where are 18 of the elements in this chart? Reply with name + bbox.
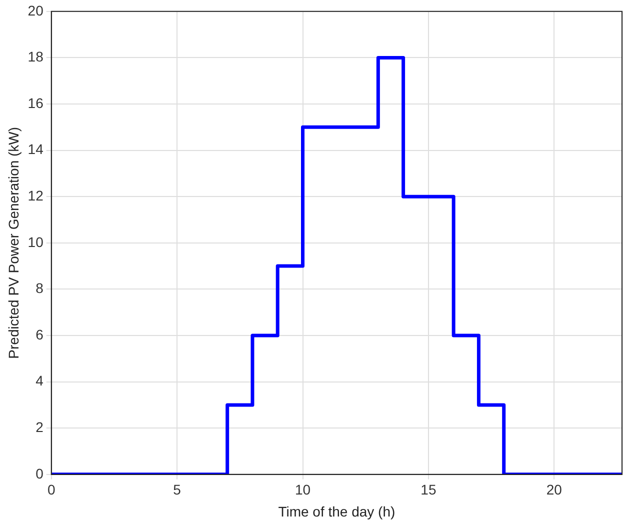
y-axis-title: Predicted PV Power Generation (kW)	[5, 126, 22, 359]
x-tick-label: 0	[47, 482, 56, 498]
y-tick-label: 4	[36, 372, 44, 389]
y-tick-label: 2	[36, 418, 44, 435]
y-tick-label: 0	[36, 465, 44, 482]
y-tick-label: 6	[36, 326, 44, 342]
x-tick-label: 10	[294, 482, 311, 498]
x-axis-title: Time of the day (h)	[278, 503, 396, 520]
y-tick-label: 14	[28, 141, 44, 158]
y-tick-label: 20	[28, 2, 44, 18]
y-tick-label: 18	[28, 48, 44, 65]
y-tick-label: 10	[28, 234, 44, 250]
y-tick-label: 16	[28, 94, 44, 111]
y-tick-label: 8	[36, 280, 44, 296]
x-tick-label: 5	[173, 482, 182, 498]
y-tick-label: 12	[28, 187, 44, 204]
x-tick-label: 20	[546, 482, 562, 498]
x-tick-label: 15	[420, 482, 436, 498]
